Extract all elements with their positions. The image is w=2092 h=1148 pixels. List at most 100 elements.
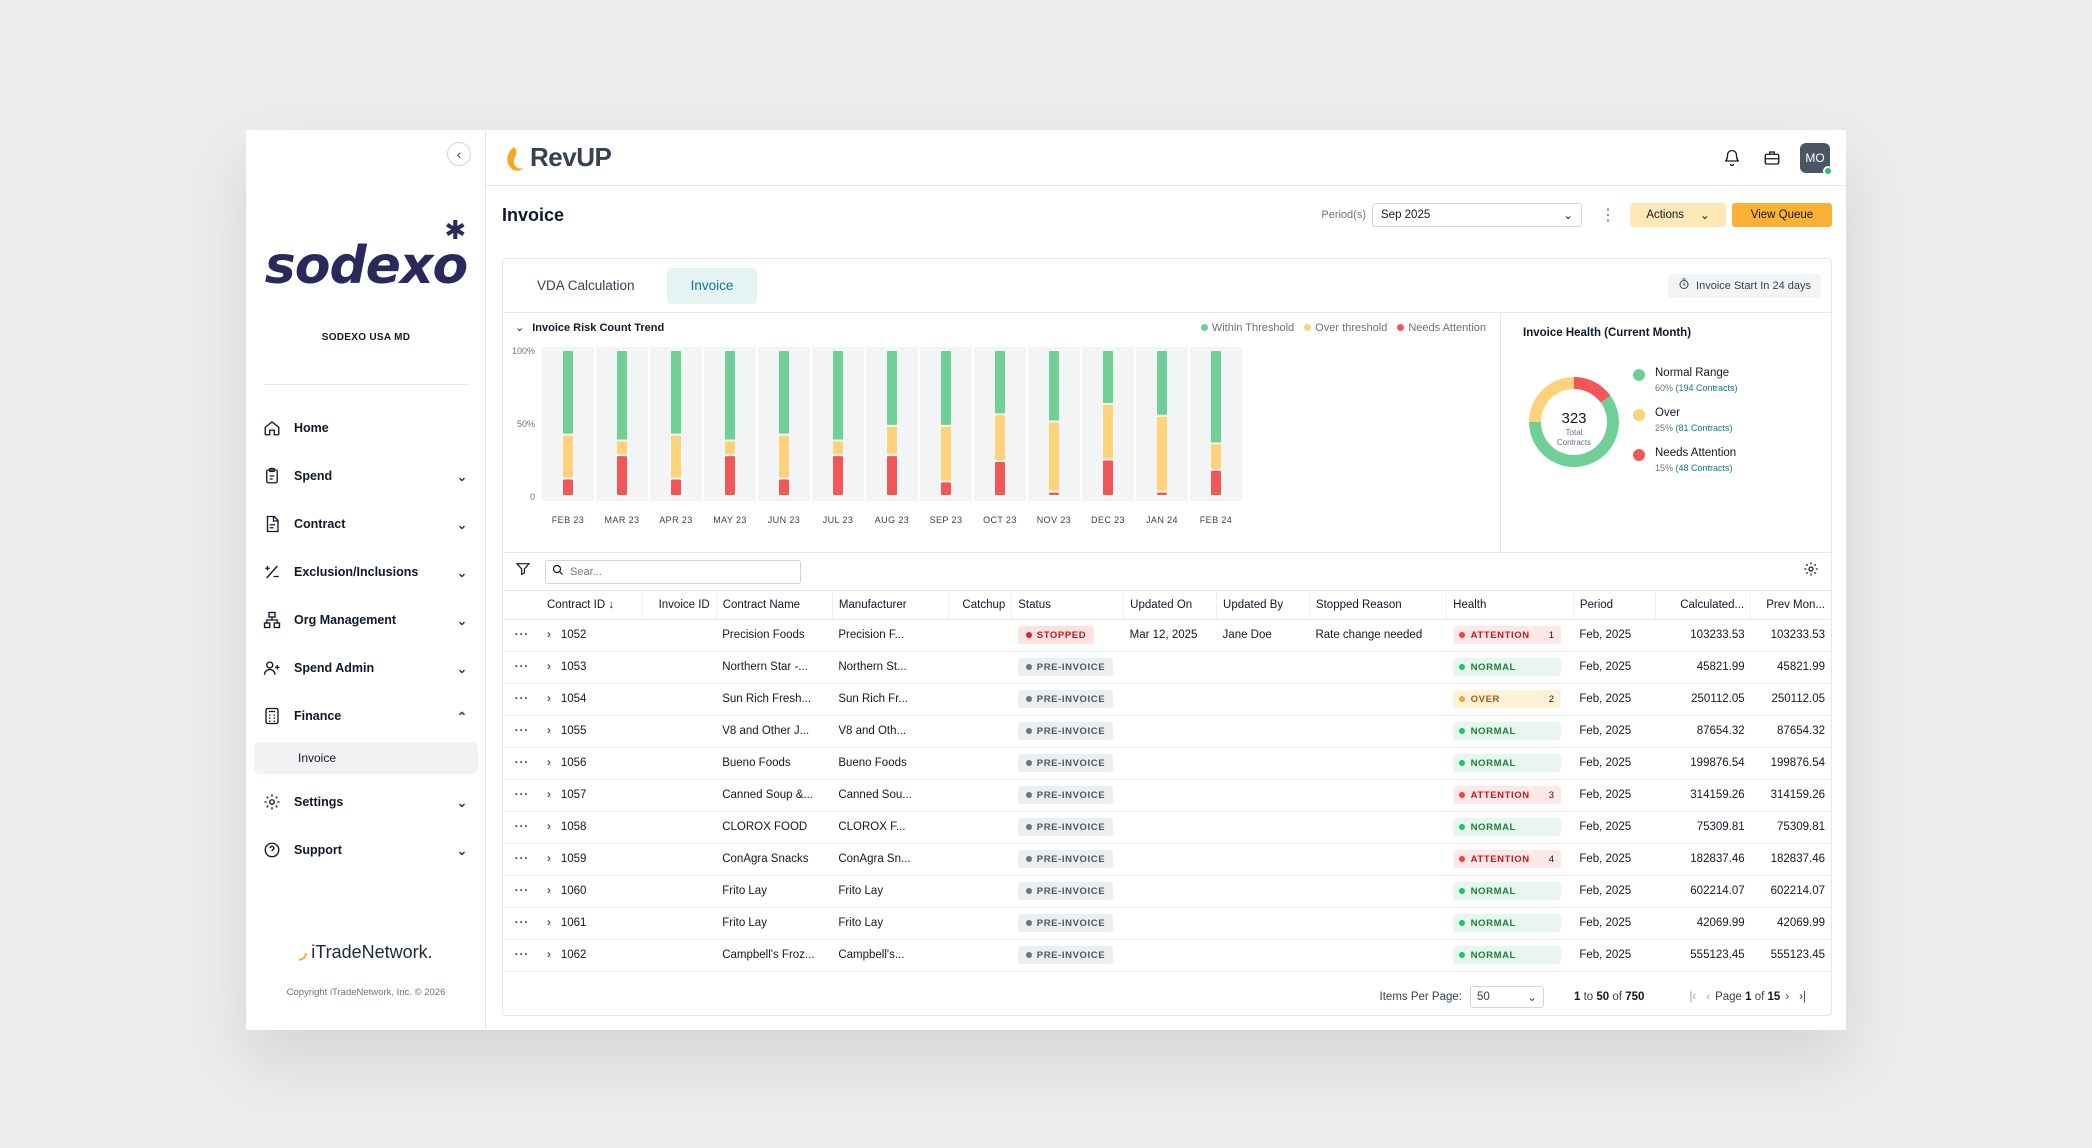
expand-row-icon[interactable]: › bbox=[547, 949, 551, 961]
table-row[interactable]: ··· › 1059 ConAgra Snacks ConAgra Sn... PRE-I… bbox=[503, 843, 1831, 876]
table-row[interactable]: ··· › 1056 Bueno Foods Bueno Foods PRE-INVOIC… bbox=[503, 747, 1831, 780]
expand-row-icon[interactable]: › bbox=[547, 693, 551, 705]
expand-row-icon[interactable]: › bbox=[547, 853, 551, 865]
col-calculated[interactable]: Calculated... bbox=[1655, 591, 1752, 620]
bell-icon[interactable] bbox=[1712, 138, 1752, 178]
sidebar-item-org-management[interactable]: Org Management ⌄ bbox=[246, 596, 486, 644]
sidebar-item-home[interactable]: Home bbox=[246, 404, 486, 452]
row-actions-icon[interactable]: ··· bbox=[503, 651, 541, 684]
cell-catchup bbox=[948, 747, 1012, 780]
tab-vda-calculation[interactable]: VDA Calculation bbox=[537, 278, 635, 293]
table-row[interactable]: ··· › 1057 Canned Soup &... Canned Sou... PRE… bbox=[503, 779, 1831, 812]
sidebar-item-spend[interactable]: Spend ⌄ bbox=[246, 452, 486, 500]
sidebar-item-invoice[interactable]: Invoice bbox=[254, 742, 478, 774]
row-actions-icon[interactable]: ··· bbox=[503, 811, 541, 844]
x-tick-label: APR 23 bbox=[659, 515, 692, 525]
tab-invoice[interactable]: Invoice bbox=[666, 267, 758, 304]
x-tick-label: SEP 23 bbox=[930, 515, 963, 525]
sidebar-item-spend-admin[interactable]: Spend Admin ⌄ bbox=[246, 644, 486, 692]
table-row[interactable]: ··· › 1052 Precision Foods Precision F... STO… bbox=[503, 619, 1831, 652]
col-invoice-id[interactable]: Invoice ID bbox=[642, 591, 717, 620]
status-badge: PRE-INVOICE bbox=[1017, 914, 1114, 932]
x-tick-label: NOV 23 bbox=[1037, 515, 1071, 525]
expand-row-icon[interactable]: › bbox=[547, 661, 551, 673]
expand-row-icon[interactable]: › bbox=[547, 917, 551, 929]
col-contract-id[interactable]: Contract ID ↓ bbox=[541, 591, 643, 620]
expand-row-icon[interactable]: › bbox=[547, 725, 551, 737]
row-actions-icon[interactable]: ··· bbox=[503, 843, 541, 876]
avatar[interactable]: MO bbox=[1800, 142, 1833, 176]
items-per-page-select[interactable]: 50 ⌄ bbox=[1470, 986, 1544, 1008]
col-updated-on[interactable]: Updated On bbox=[1123, 591, 1218, 620]
collapse-chart-icon[interactable]: ⌄ bbox=[515, 322, 525, 334]
table-row[interactable]: ··· › 1058 CLOROX FOOD CLOROX F... PRE-INVOIC… bbox=[503, 811, 1831, 844]
col-period[interactable]: Period bbox=[1573, 591, 1657, 620]
sidebar-item-settings[interactable]: Settings ⌄ bbox=[246, 778, 486, 826]
expand-row-icon[interactable]: › bbox=[547, 757, 551, 769]
row-actions-icon[interactable]: ··· bbox=[503, 875, 541, 908]
table-row[interactable]: ··· › 1061 Frito Lay Frito Lay PRE-INVOICE NOR… bbox=[503, 907, 1831, 940]
period-select[interactable]: Sep 2025 ⌄ bbox=[1372, 203, 1582, 227]
more-options-icon[interactable]: ⋮ bbox=[1600, 207, 1616, 224]
expand-row-icon[interactable]: › bbox=[547, 629, 551, 641]
col-manufacturer[interactable]: Manufacturer bbox=[832, 591, 949, 620]
row-actions-icon[interactable]: ··· bbox=[503, 747, 541, 780]
cell-prev-month: 250112.05 bbox=[1750, 683, 1831, 716]
col-stopped-reason[interactable]: Stopped Reason bbox=[1309, 591, 1448, 620]
sidebar-item-finance[interactable]: Finance ⌃ bbox=[246, 692, 486, 740]
org-name: SODEXO USA MD bbox=[321, 332, 411, 343]
cell-catchup bbox=[948, 939, 1012, 972]
filter-icon[interactable] bbox=[515, 561, 531, 582]
first-page-icon[interactable]: |‹ bbox=[1689, 991, 1697, 1003]
page-header: Invoice Period(s) Sep 2025 ⌄ ⋮ Actions ⌄ … bbox=[502, 200, 1832, 230]
prev-page-icon[interactable]: ‹ bbox=[1706, 991, 1711, 1003]
cell-manufacturer: ConAgra Sn... bbox=[832, 843, 949, 876]
actions-button[interactable]: Actions ⌄ bbox=[1630, 203, 1726, 227]
chart-title: Invoice Risk Count Trend bbox=[532, 321, 665, 334]
bar-segment bbox=[671, 351, 681, 434]
bar-segment bbox=[671, 479, 681, 495]
settings-gear-icon[interactable] bbox=[1803, 561, 1819, 582]
search-input[interactable] bbox=[570, 565, 770, 578]
row-actions-icon[interactable]: ··· bbox=[503, 715, 541, 748]
next-page-icon[interactable]: › bbox=[1785, 991, 1790, 1003]
row-actions-icon[interactable]: ··· bbox=[503, 619, 541, 652]
last-page-icon[interactable]: ›| bbox=[1799, 991, 1806, 1003]
table-row[interactable]: ··· › 1054 Sun Rich Fresh... Sun Rich Fr... P… bbox=[503, 683, 1831, 716]
table-row[interactable]: ··· › 1055 V8 and Other J... V8 and Oth... PR… bbox=[503, 715, 1831, 748]
cell-calculated: 182837.46 bbox=[1655, 843, 1751, 876]
cell-catchup bbox=[948, 715, 1012, 748]
table-row[interactable]: ··· › 1062 Campbell's Froz... Campbell's... P… bbox=[503, 939, 1831, 972]
document-icon bbox=[260, 512, 284, 536]
expand-row-icon[interactable]: › bbox=[547, 789, 551, 801]
col-updated-by[interactable]: Updated By bbox=[1216, 591, 1310, 620]
row-actions-icon[interactable]: ··· bbox=[503, 683, 541, 716]
table-row[interactable]: ··· › 1053 Northern Star -... Northern St...… bbox=[503, 651, 1831, 684]
cell-status: PRE-INVOICE bbox=[1011, 811, 1124, 844]
col-contract-name[interactable]: Contract Name bbox=[716, 591, 833, 620]
briefcase-icon[interactable] bbox=[1752, 138, 1792, 178]
row-actions-icon[interactable]: ··· bbox=[503, 939, 541, 972]
col-prev-month[interactable]: Prev Mon... bbox=[1750, 591, 1831, 620]
row-actions-icon[interactable]: ··· bbox=[503, 907, 541, 940]
cell-updated-by bbox=[1216, 843, 1310, 876]
sidebar-item-contract[interactable]: Contract ⌄ bbox=[246, 500, 486, 548]
view-queue-button[interactable]: View Queue bbox=[1732, 203, 1832, 227]
col-catchup[interactable]: Catchup bbox=[948, 591, 1013, 620]
expand-row-icon[interactable]: › bbox=[547, 885, 551, 897]
clipboard-icon bbox=[260, 464, 284, 488]
row-actions-icon[interactable]: ··· bbox=[503, 779, 541, 812]
page-word: Page bbox=[1715, 991, 1742, 1003]
cell-updated-on bbox=[1123, 811, 1217, 844]
col-status[interactable]: Status bbox=[1011, 591, 1125, 620]
sidebar-item-exclusions[interactable]: Exclusion/Inclusions ⌄ bbox=[246, 548, 486, 596]
expand-row-icon[interactable]: › bbox=[547, 821, 551, 833]
collapse-sidebar-button[interactable]: ‹ bbox=[447, 142, 471, 166]
cell-period: Feb, 2025 bbox=[1573, 939, 1656, 972]
bar-segment bbox=[1049, 422, 1059, 491]
cell-prev-month: 555123.45 bbox=[1750, 939, 1831, 972]
sort-desc-icon[interactable]: ↓ bbox=[608, 598, 615, 611]
table-row[interactable]: ··· › 1060 Frito Lay Frito Lay PRE-INVOICE NOR… bbox=[503, 875, 1831, 908]
sidebar-item-support[interactable]: Support ⌄ bbox=[246, 826, 486, 874]
col-health[interactable]: Health bbox=[1446, 591, 1574, 620]
